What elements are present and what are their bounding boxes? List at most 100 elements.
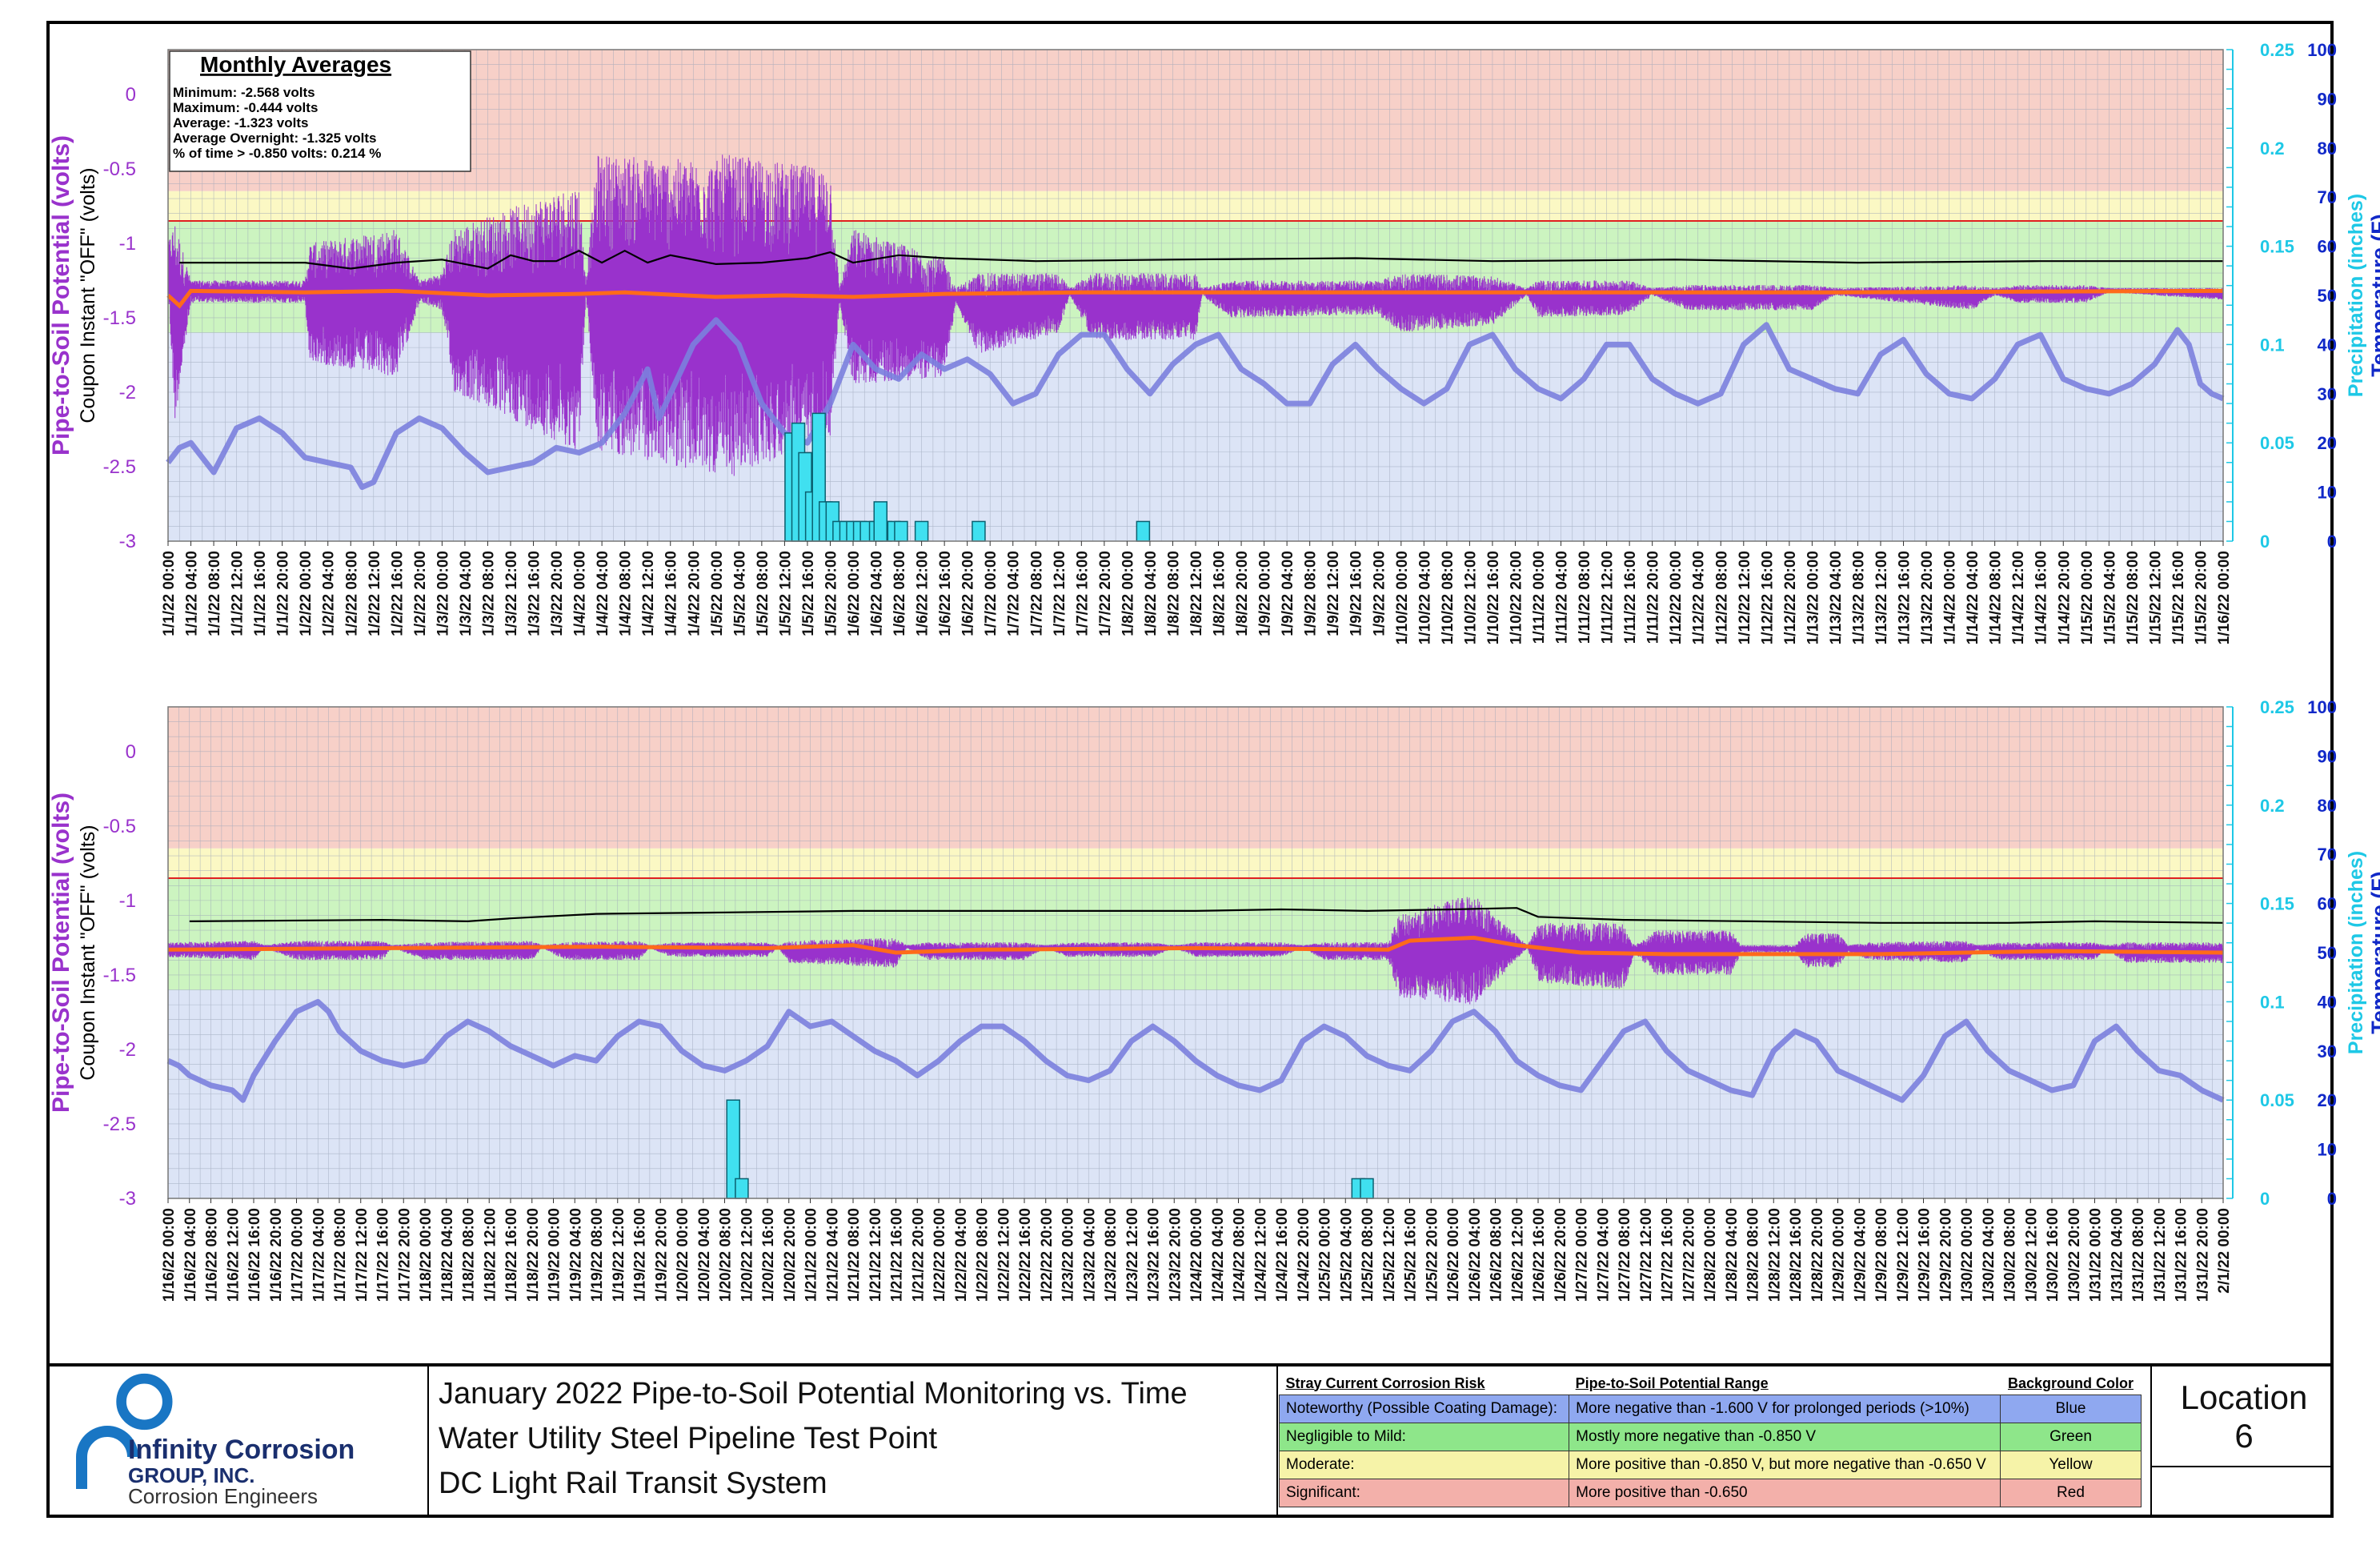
temp-tick-label: 50	[2318, 286, 2337, 306]
precip-bar	[1360, 1178, 1374, 1199]
x-tick-label: 1/9/22 04:00	[1280, 551, 1296, 636]
y-axis-title: Pipe-to-Soil Potential (volts)	[48, 793, 74, 1113]
x-tick-label: 1/24/22 20:00	[1296, 1208, 1312, 1302]
y-tick-label: 0	[126, 741, 136, 763]
y-tick-label: -1.5	[103, 965, 136, 986]
x-tick-label: 1/8/22 16:00	[1212, 551, 1228, 636]
precip-tick-label: 0.1	[2260, 335, 2285, 355]
x-tick-label: 1/23/22 20:00	[1167, 1208, 1184, 1302]
x-tick-label: 1/2/22 12:00	[367, 551, 383, 636]
x-tick-label: 1/24/22 08:00	[1232, 1208, 1248, 1302]
y-tick-label: -1.5	[103, 307, 136, 329]
x-tick-label: 1/14/22 08:00	[1988, 551, 2005, 644]
x-tick-label: 1/31/22 00:00	[2088, 1208, 2105, 1302]
precip-tick-label: 0.15	[2260, 894, 2294, 914]
x-tick-label: 1/28/22 12:00	[1766, 1208, 1783, 1302]
precip-tick-label: 0.05	[2260, 433, 2294, 453]
legend-color-name: Green	[1999, 1423, 2142, 1451]
x-tick-label: 1/17/22 08:00	[332, 1208, 349, 1302]
x-tick-label: 1/29/22 20:00	[1937, 1208, 1954, 1302]
x-tick-label: 1/6/22 08:00	[891, 551, 908, 636]
x-tick-label: 1/8/22 04:00	[1143, 551, 1160, 636]
stats-line: Average Overnight: -1.325 volts	[173, 130, 376, 146]
x-tick-label: 1/8/22 12:00	[1188, 551, 1205, 636]
x-tick-label: 1/15/22 20:00	[2193, 551, 2210, 644]
x-tick-label: 1/14/22 12:00	[2010, 551, 2027, 644]
x-tick-label: 1/20/22 20:00	[782, 1208, 799, 1302]
x-tick-label: 1/17/22 12:00	[354, 1208, 371, 1302]
x-tick-label: 1/13/22 04:00	[1828, 551, 1845, 644]
precip-bar	[894, 520, 908, 542]
y-tick-label: -0.5	[103, 816, 136, 837]
x-tick-label: 1/21/22 16:00	[889, 1208, 906, 1302]
x-tick-label: 1/5/22 20:00	[823, 551, 839, 636]
x-tick-label: 1/31/22 04:00	[2109, 1208, 2126, 1302]
risk-legend: Stray Current Corrosion Risk Pipe-to-Soi…	[1278, 1372, 2142, 1510]
precip-tick-label: 0.05	[2260, 1090, 2294, 1110]
temp-axis-title: Temperature (F)	[2367, 871, 2380, 1034]
x-tick-label: 1/6/22 04:00	[869, 551, 886, 636]
legend-risk: Negligible to Mild:	[1278, 1423, 1570, 1451]
x-tick-label: 1/6/22 12:00	[915, 551, 932, 636]
legend-range: Mostly more negative than -0.850 V	[1569, 1423, 2001, 1451]
x-tick-label: 1/22/22 12:00	[996, 1208, 1012, 1302]
x-tick-label: 1/1/22 00:00	[161, 551, 178, 636]
temp-tick-label: 100	[2307, 40, 2337, 60]
x-tick-label: 1/18/22 12:00	[482, 1208, 499, 1302]
x-tick-label: 1/5/22 16:00	[800, 551, 817, 636]
x-tick-label: 1/16/22 04:00	[182, 1208, 199, 1302]
x-tick-label: 1/6/22 00:00	[846, 551, 863, 636]
x-tick-label: 1/23/22 16:00	[1146, 1208, 1163, 1302]
x-tick-label: 1/3/22 16:00	[527, 551, 543, 636]
x-tick-label: 1/20/22 04:00	[696, 1208, 713, 1302]
x-tick-label: 1/10/22 08:00	[1440, 551, 1456, 644]
x-tick-label: 1/13/22 12:00	[1873, 551, 1890, 644]
x-tick-label: 1/22/22 20:00	[1039, 1208, 1056, 1302]
precip-tick-label: 0	[2260, 532, 2270, 552]
x-tick-label: 1/13/22 20:00	[1919, 551, 1936, 644]
x-tick-label: 1/15/22 08:00	[2125, 551, 2142, 644]
x-tick-label: 1/1/22 04:00	[184, 551, 201, 636]
x-tick-label: 1/15/22 16:00	[2170, 551, 2187, 644]
x-tick-label: 1/3/22 08:00	[480, 551, 497, 636]
x-tick-label: 1/9/22 20:00	[1371, 551, 1388, 636]
y-tick-label: -1	[119, 233, 136, 255]
x-tick-label: 1/12/22 12:00	[1737, 551, 1753, 644]
x-tick-label: 1/14/22 04:00	[1965, 551, 1981, 644]
stats-line: Average: -1.323 volts	[173, 115, 308, 130]
temp-tick-label: 70	[2318, 187, 2337, 207]
x-tick-label: 1/21/22 08:00	[846, 1208, 863, 1302]
x-tick-label: 1/23/22 08:00	[1103, 1208, 1120, 1302]
x-tick-label: 1/5/22 04:00	[731, 551, 748, 636]
x-tick-label: 1/31/22 12:00	[2152, 1208, 2169, 1302]
average-series	[166, 288, 2224, 309]
x-tick-label: 1/16/22 12:00	[225, 1208, 242, 1302]
temp-tick-label: 90	[2318, 89, 2337, 109]
x-tick-label: 1/30/22 20:00	[2066, 1208, 2083, 1302]
stats-title: Monthly Averages	[200, 52, 391, 77]
y-tick-label: -2	[119, 1039, 136, 1061]
x-tick-label: 1/3/22 20:00	[549, 551, 566, 636]
x-tick-label: 1/4/22 16:00	[663, 551, 680, 636]
x-tick-label: 1/26/22 16:00	[1531, 1208, 1548, 1302]
x-tick-label: 1/30/22 04:00	[1981, 1208, 1997, 1302]
x-tick-label: 1/19/22 04:00	[567, 1208, 584, 1302]
y-tick-label: -2	[119, 382, 136, 403]
x-tick-label: 1/26/22 08:00	[1489, 1208, 1505, 1302]
temp-tick-label: 40	[2318, 992, 2337, 1012]
legend-range: More positive than -0.650	[1569, 1479, 2001, 1507]
location-number: 6	[2234, 1417, 2254, 1455]
temp-tick-label: 30	[2318, 1041, 2337, 1061]
x-tick-label: 1/29/22 00:00	[1831, 1208, 1848, 1302]
x-tick-label: 1/29/22 08:00	[1873, 1208, 1890, 1302]
temp-tick-label: 100	[2307, 697, 2337, 717]
legend-risk: Noteworthy (Possible Coating Damage):	[1278, 1395, 1570, 1423]
x-tick-label: 1/25/22 12:00	[1381, 1208, 1398, 1302]
precip-bar	[1136, 520, 1151, 542]
x-tick-label: 1/17/22 20:00	[396, 1208, 413, 1302]
x-tick-label: 1/11/22 00:00	[1531, 551, 1548, 644]
logo-name: Infinity Corrosion	[128, 1435, 355, 1465]
precip-tick-label: 0	[2260, 1189, 2270, 1209]
x-tick-label: 1/13/22 08:00	[1850, 551, 1867, 644]
x-tick-label: 1/21/22 12:00	[867, 1208, 884, 1302]
